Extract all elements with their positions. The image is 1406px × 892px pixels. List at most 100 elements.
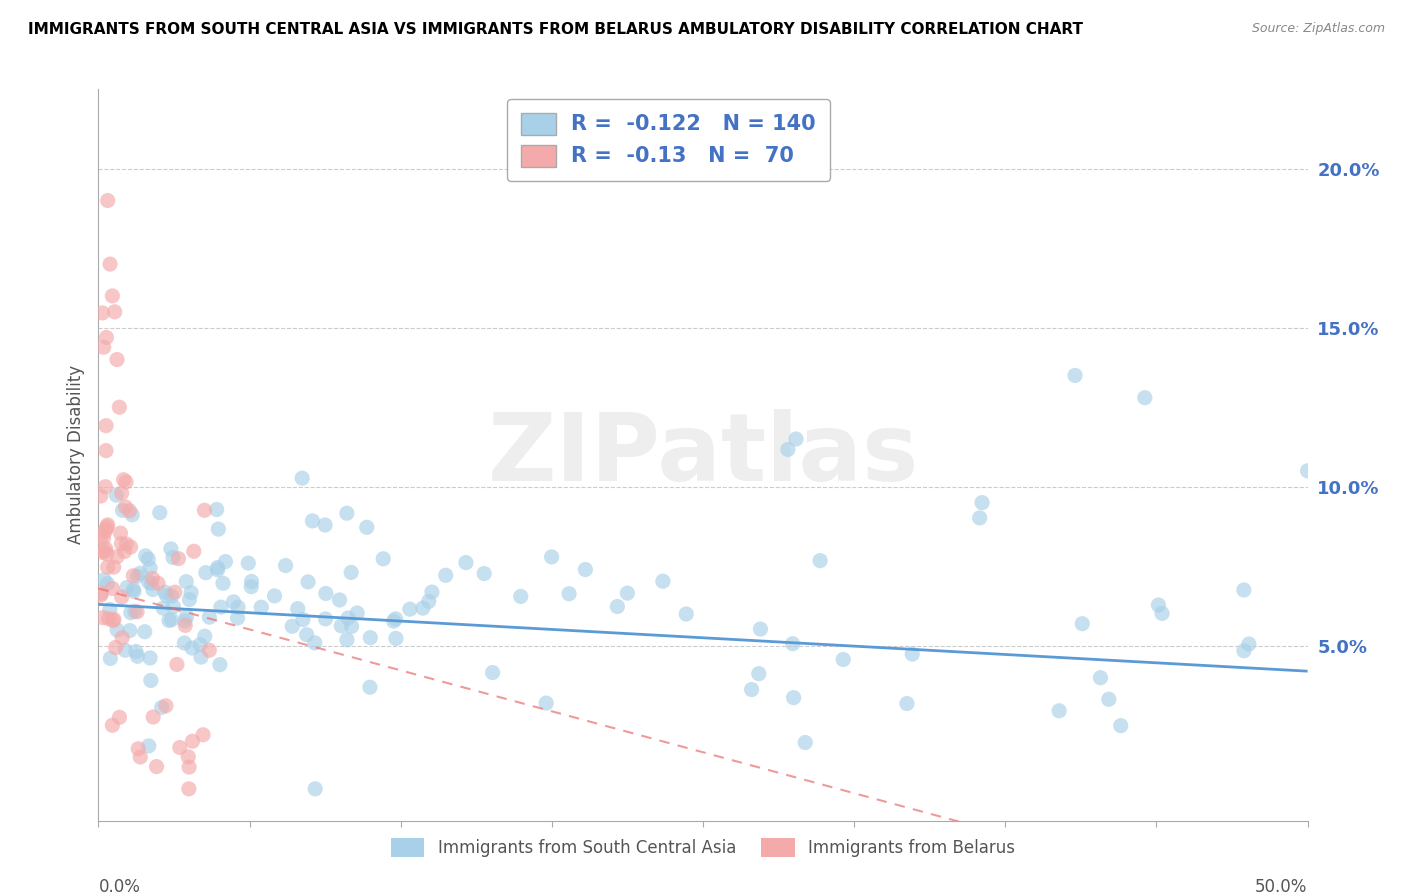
Point <box>222 595 245 609</box>
Point <box>135 549 157 563</box>
Point <box>181 640 204 655</box>
Point <box>145 759 167 773</box>
Point <box>207 563 229 577</box>
Point <box>315 586 337 600</box>
Point <box>93 531 115 545</box>
Text: 0.0%: 0.0% <box>98 878 141 892</box>
Point <box>198 643 221 657</box>
Point <box>412 601 434 615</box>
Point <box>122 584 145 599</box>
Point <box>1071 616 1094 631</box>
Point <box>1133 391 1156 405</box>
Point <box>896 697 918 711</box>
Point <box>198 610 221 624</box>
Point <box>134 624 156 639</box>
Point <box>181 734 204 748</box>
Point <box>94 522 117 536</box>
Point <box>101 718 124 732</box>
Point <box>110 536 132 550</box>
Point <box>122 568 145 582</box>
Point <box>304 636 326 650</box>
Point <box>120 540 142 554</box>
Point <box>108 401 131 415</box>
Point <box>356 520 378 534</box>
Point <box>111 631 134 645</box>
Point <box>177 760 200 774</box>
Point <box>100 651 122 665</box>
Point <box>749 622 772 636</box>
Point <box>434 568 457 582</box>
Point <box>193 503 215 517</box>
Point <box>330 619 353 633</box>
Point <box>337 611 360 625</box>
Point <box>101 289 124 303</box>
Point <box>606 599 628 614</box>
Point <box>1233 644 1256 658</box>
Point <box>142 710 165 724</box>
Point <box>304 781 326 796</box>
Point <box>240 574 263 589</box>
Point <box>274 558 297 573</box>
Point <box>782 637 804 651</box>
Point <box>340 566 363 580</box>
Point <box>1064 368 1087 383</box>
Text: Source: ZipAtlas.com: Source: ZipAtlas.com <box>1251 22 1385 36</box>
Point <box>191 728 214 742</box>
Point <box>481 665 503 680</box>
Point <box>155 589 177 603</box>
Point <box>301 514 323 528</box>
Point <box>226 611 249 625</box>
Point <box>180 585 202 599</box>
Point <box>509 590 531 604</box>
Point <box>1090 671 1112 685</box>
Point <box>112 473 135 487</box>
Point <box>90 489 112 503</box>
Point <box>97 560 120 574</box>
Point <box>385 632 408 646</box>
Point <box>152 601 174 615</box>
Point <box>93 340 115 354</box>
Point <box>114 643 136 657</box>
Point <box>1047 704 1070 718</box>
Point <box>124 604 146 618</box>
Point <box>190 650 212 665</box>
Point <box>418 594 440 608</box>
Point <box>91 306 114 320</box>
Point <box>359 680 381 694</box>
Point <box>96 547 118 561</box>
Point <box>118 504 141 518</box>
Point <box>314 518 336 533</box>
Point <box>250 600 273 615</box>
Point <box>139 651 162 665</box>
Point <box>96 576 118 591</box>
Point <box>534 696 557 710</box>
Point <box>1233 582 1256 597</box>
Point <box>901 647 924 661</box>
Point <box>207 522 229 536</box>
Point <box>214 555 236 569</box>
Point <box>160 613 183 627</box>
Point <box>91 610 114 624</box>
Point <box>226 600 249 615</box>
Point <box>336 632 359 647</box>
Point <box>399 602 422 616</box>
Point <box>832 652 855 666</box>
Point <box>146 576 169 591</box>
Point <box>103 612 125 626</box>
Point <box>174 614 197 628</box>
Point <box>1147 598 1170 612</box>
Point <box>111 486 134 500</box>
Point <box>782 690 804 705</box>
Point <box>129 566 152 581</box>
Point <box>120 606 142 620</box>
Point <box>969 511 991 525</box>
Point <box>105 623 128 637</box>
Point <box>574 562 596 576</box>
Point <box>110 526 132 541</box>
Point <box>121 508 143 522</box>
Point <box>454 556 477 570</box>
Point <box>105 549 128 564</box>
Point <box>115 581 138 595</box>
Point <box>141 576 163 591</box>
Point <box>776 442 799 457</box>
